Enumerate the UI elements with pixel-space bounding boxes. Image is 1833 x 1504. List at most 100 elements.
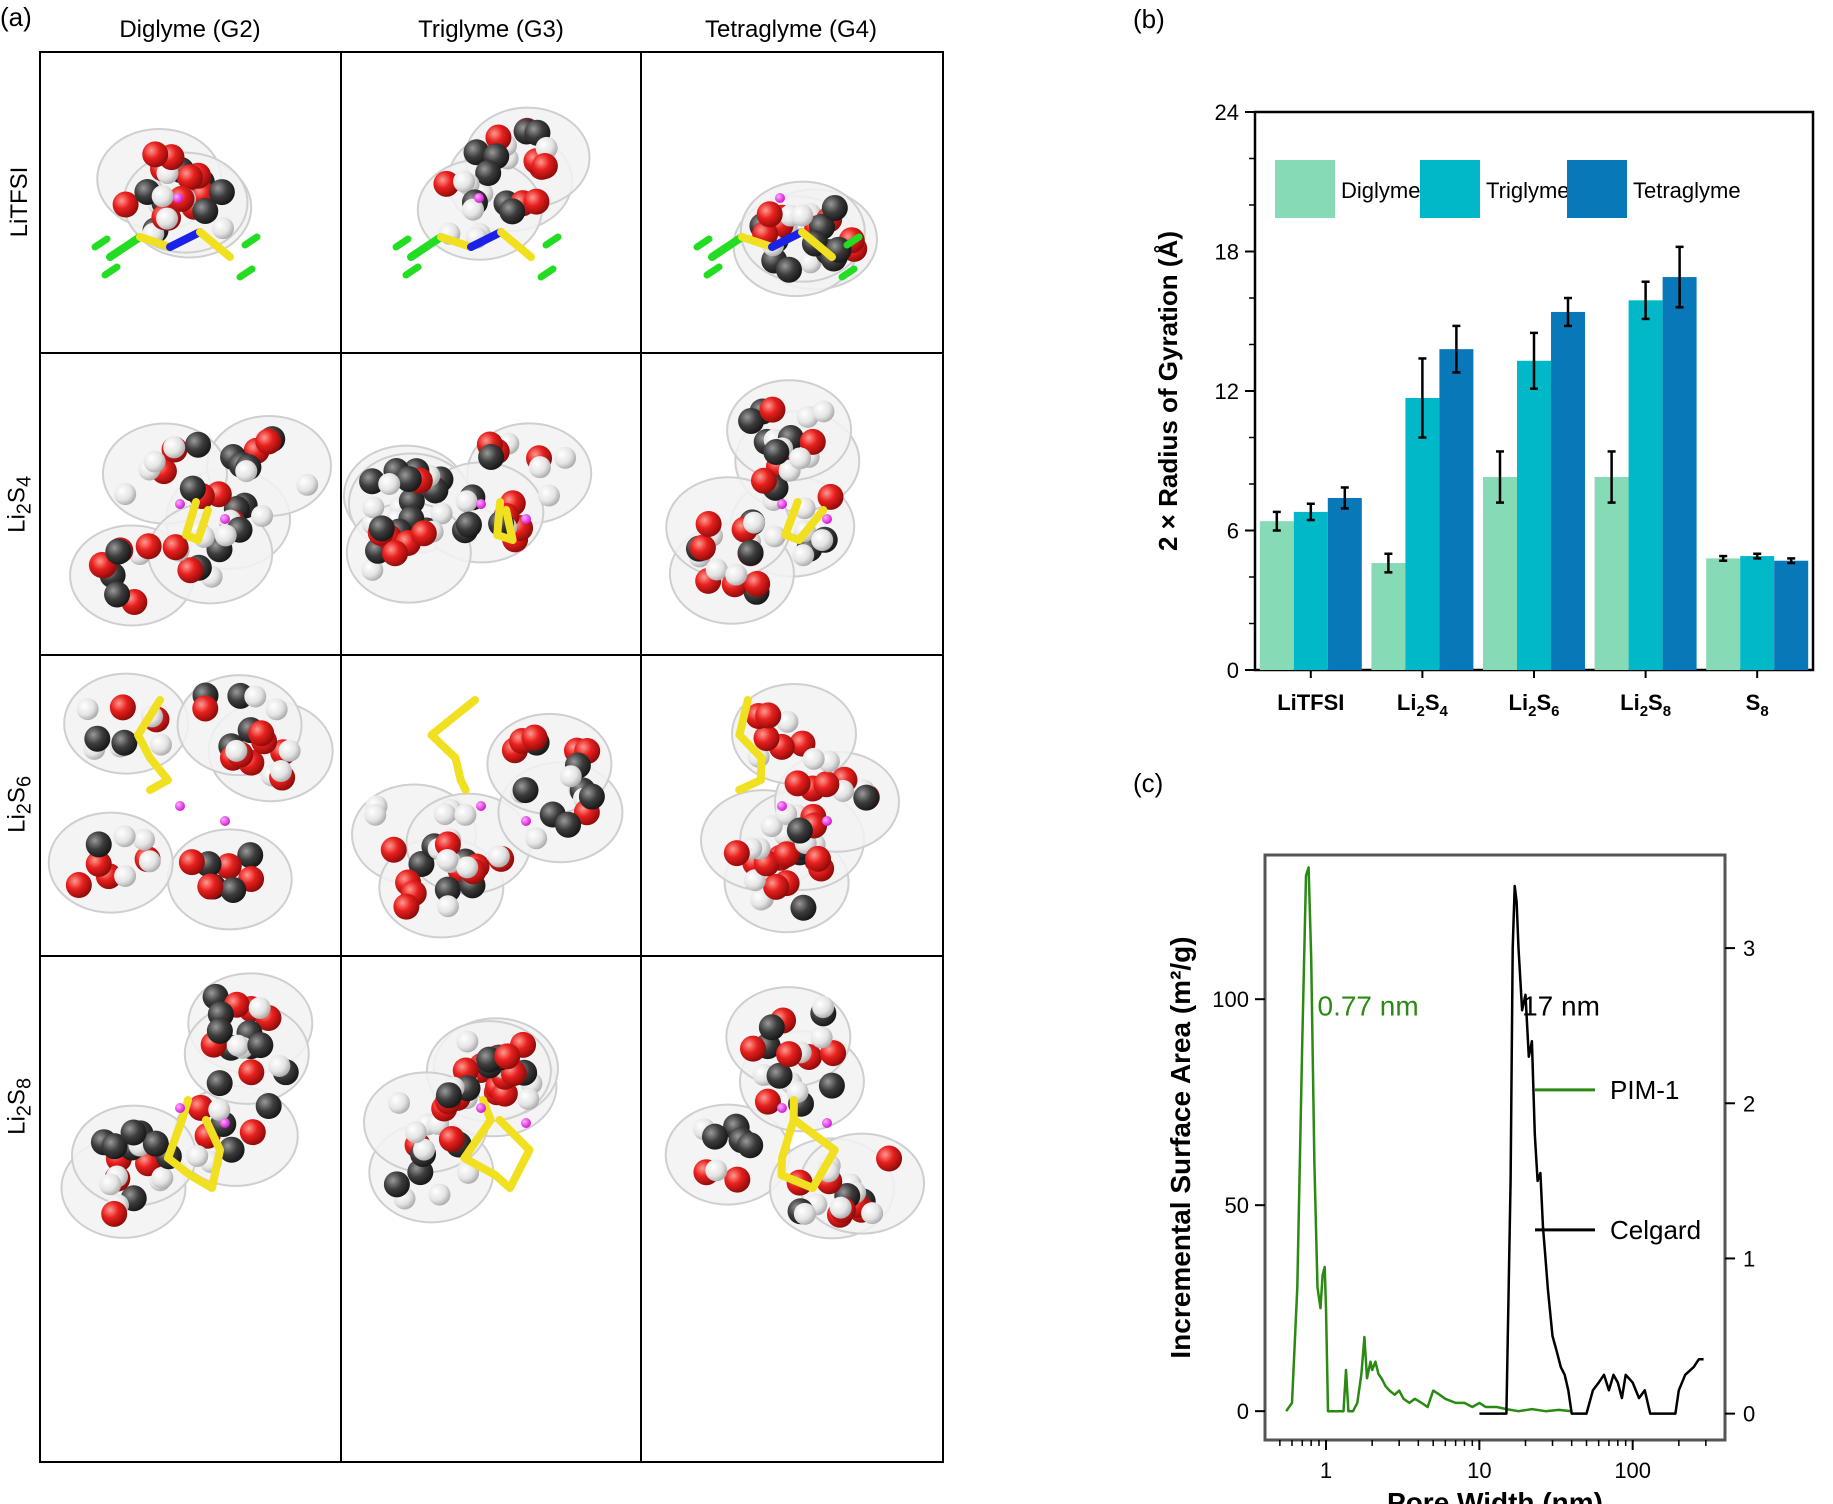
plot-frame (1263, 853, 1727, 1442)
hydrogen-atom (151, 1166, 174, 1189)
oxygen-atom (817, 483, 844, 510)
molecule-cluster (91, 127, 261, 281)
oxygen-atom (382, 540, 409, 567)
carbon-atom (142, 1130, 169, 1157)
hydrogen-atom (791, 204, 814, 227)
oxygen-atom (805, 845, 832, 872)
carbon-atom (383, 1171, 410, 1198)
oxygen-atom (695, 510, 722, 537)
oxygen-atom (85, 850, 112, 877)
carbon-atom (101, 1133, 128, 1160)
polysulfide-chain (781, 498, 828, 544)
hydrogen-atom (705, 558, 728, 581)
oxygen-atom (438, 1126, 465, 1153)
x-tick-label: Li2S4 (1397, 690, 1449, 720)
tfsi-bond (136, 233, 174, 251)
carbon-atom (237, 842, 264, 869)
bar-diglyme (1706, 558, 1741, 670)
oxygen-atom (813, 771, 840, 798)
carbon-atom (499, 198, 526, 225)
carbon-atom (192, 197, 219, 224)
hydrogen-atom (163, 436, 186, 459)
hydrogen-atom (487, 845, 510, 868)
hydrogen-atom (361, 558, 384, 581)
y2-tick-label: 3 (1743, 936, 1755, 961)
bar-triglyme (1405, 397, 1440, 670)
y-tick-label: 18 (1215, 240, 1239, 265)
hydrogen-atom (763, 525, 786, 548)
carbon-atom (179, 475, 206, 502)
carbon-atom (104, 581, 131, 608)
panel-c-letter: (c) (1133, 768, 1164, 798)
oxygen-atom (773, 841, 800, 868)
carbon-atom (208, 179, 235, 206)
oxygen-atom (187, 1094, 214, 1121)
hydrogen-atom (743, 511, 766, 534)
hydrogen-atom (537, 484, 560, 507)
hydrogen-atom (268, 1054, 291, 1077)
y-tick-label: 0 (1227, 658, 1239, 683)
bar-diglyme (1594, 477, 1629, 670)
molecule-cluster (664, 986, 926, 1240)
bar-diglyme (1483, 477, 1517, 670)
line-pim-1 (1285, 866, 1572, 1413)
hydrogen-atom (829, 1196, 852, 1219)
fluorine-bond (542, 233, 562, 249)
hydrogen-atom (114, 483, 137, 506)
tfsi-bond (166, 228, 204, 251)
oxygen-atom (784, 770, 811, 797)
polysulfide-chain (777, 1096, 839, 1192)
oxygen-atom (755, 702, 782, 729)
y2-tick-label: 2 (1743, 1091, 1755, 1116)
carbon-atom (206, 1070, 233, 1097)
lithium-ion (777, 1103, 787, 1113)
oxygen-atom (178, 849, 205, 876)
fluorine-bond (537, 265, 557, 281)
carbon-atom (85, 831, 112, 858)
oxygen-atom (112, 191, 139, 218)
hydrogen-atom (455, 490, 478, 513)
hydrogen-atom (151, 185, 174, 208)
hydrogen-atom (559, 765, 582, 788)
hydrogen-atom (811, 529, 834, 552)
oxygen-atom (197, 873, 224, 900)
hydrogen-atom (436, 849, 459, 872)
hydrogen-atom (362, 496, 385, 519)
tfsi-bond (738, 233, 776, 251)
oxygen-atom (689, 534, 716, 561)
oxygen-atom (410, 520, 437, 547)
peak-annotation-celgard: 17 nm (1522, 991, 1600, 1022)
hydrogen-atom (248, 996, 271, 1019)
carbon-atom (475, 160, 502, 187)
carbon-atom (463, 139, 490, 166)
legend-label-celgard: Celgard (1610, 1215, 1701, 1245)
oxygen-atom (393, 893, 420, 920)
y-tick-label: 0 (1237, 1399, 1249, 1424)
oxygen-atom (756, 201, 783, 228)
oxygen-atom (101, 1200, 128, 1227)
oxygen-atom (744, 570, 771, 597)
oxygen-atom (763, 873, 790, 900)
hydrogen-atom (387, 1091, 410, 1114)
molecule-cluster (351, 696, 624, 939)
oxygen-atom (494, 1043, 521, 1070)
carbon-atom (758, 1014, 785, 1041)
oxygen-atom (248, 720, 275, 747)
hydrogen-atom (456, 856, 479, 879)
carbon-atom (255, 1092, 282, 1119)
carbon-atom (555, 811, 582, 838)
carbon-atom (218, 1136, 245, 1163)
lithium-ion (822, 816, 832, 826)
carbon-atom (111, 729, 138, 756)
polysulfide-chain (134, 696, 172, 794)
carbon-atom (478, 443, 505, 470)
hydrogen-atom (525, 827, 548, 850)
hydrogen-atom (812, 400, 835, 423)
fluorine-bond (236, 265, 256, 281)
lithium-ion (777, 499, 787, 509)
carbon-atom (435, 1082, 462, 1109)
hydrogen-atom (378, 473, 401, 496)
oxygen-atom (739, 1035, 766, 1062)
molecule-cluster (343, 422, 593, 604)
carbon-atom (220, 876, 247, 903)
